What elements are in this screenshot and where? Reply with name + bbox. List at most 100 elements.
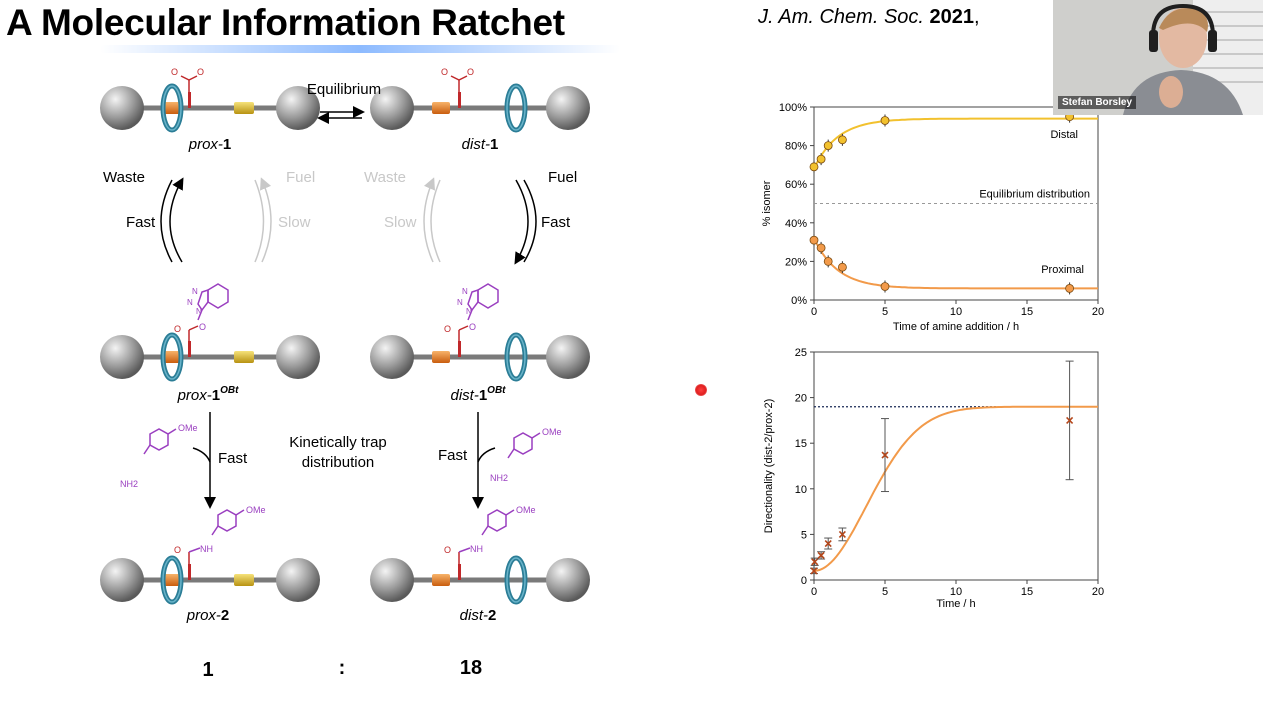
data-point-proximal: [838, 262, 847, 272]
right-amine-reagent: OMe NH2: [490, 427, 562, 483]
kinetic-trap-line1: Kinetically trap: [289, 434, 387, 451]
y-tick-label: 80%: [785, 141, 807, 153]
svg-text:N: N: [466, 307, 472, 316]
data-point-distal: [816, 154, 826, 164]
y-tick-label: 40%: [785, 218, 807, 230]
right-down-arrow: [514, 179, 529, 265]
svg-text:O: O: [174, 545, 181, 555]
svg-text:N: N: [457, 298, 463, 307]
gray-left-arrow-down: [254, 179, 265, 263]
carboxylate-right: O O: [441, 67, 474, 92]
y-tick-label: 10: [795, 484, 807, 496]
left-down-arrow: [160, 179, 173, 263]
data-point: [810, 567, 818, 575]
y-tick-label: 0%: [791, 295, 807, 307]
fit-curve-proximal: [813, 237, 1098, 290]
svg-text:OMe: OMe: [246, 505, 266, 515]
data-point-proximal: [809, 235, 819, 245]
fit-curve-distal: [813, 117, 1098, 170]
dist-2-molecule: [370, 558, 590, 602]
equilibrium-distribution-label: Equilibrium distribution: [979, 189, 1090, 201]
gray-left-arrow-up: [260, 177, 272, 263]
journal-reference: J. Am. Chem. Soc. 2021,: [758, 6, 980, 29]
gray-right-arrow-up: [423, 177, 435, 263]
directionality-chart-xlabel: Time / h: [936, 598, 975, 610]
x-tick-label: 15: [1021, 586, 1033, 598]
svg-text:O: O: [469, 322, 476, 332]
gray-waste-label: Waste: [364, 169, 406, 186]
svg-text:O: O: [197, 67, 204, 77]
isomer-chart-xlabel: Time of amine addition / h: [893, 321, 1019, 333]
x-tick-label: 0: [811, 586, 817, 598]
svg-text:O: O: [467, 67, 474, 77]
ratio-left: 1: [202, 659, 213, 681]
y-tick-label: 15: [795, 438, 807, 450]
svg-text:OMe: OMe: [178, 423, 198, 433]
x-tick-label: 15: [1021, 306, 1033, 318]
gray-fuel-label: Fuel: [286, 169, 315, 186]
left-up-arrow: [169, 177, 184, 263]
x-tick-label: 5: [882, 586, 888, 598]
directionality-chart-points: [810, 360, 1074, 575]
carboxylate-left: O O: [171, 67, 204, 92]
isomer-chart-points: [809, 110, 1075, 295]
svg-text:OMe: OMe: [516, 505, 536, 515]
x-tick-label: 0: [811, 306, 817, 318]
journal-name: J. Am. Chem. Soc.: [758, 6, 924, 28]
directionality-chart-ticks: 0 5 10 15 20 0 5 10 15 20 25: [795, 347, 1104, 598]
left-bottom-fast-label: Fast: [218, 450, 248, 467]
obt-group-left: O O N N N: [174, 283, 229, 341]
y-tick-label: 25: [795, 347, 807, 359]
y-tick-label: 0: [801, 575, 807, 587]
svg-text:OMe: OMe: [542, 427, 562, 437]
data-point-proximal: [823, 256, 833, 266]
gray-right-arrow-down: [430, 179, 441, 263]
data-point: [881, 451, 889, 459]
reaction-scheme: O O O O Equilibrium prox-1 dist-1 Waste …: [0, 67, 700, 681]
svg-text:O: O: [174, 324, 181, 334]
equilibrium-label: Equilibrium: [307, 81, 381, 98]
prox-1-label: prox-1: [188, 136, 232, 153]
x-tick-label: 20: [1092, 586, 1104, 598]
prox-1-obt-label: prox-1OBt: [177, 385, 240, 404]
svg-text:NH2: NH2: [490, 473, 508, 483]
prox-1-molecule: [100, 86, 320, 130]
title-underline: [100, 45, 620, 53]
prox-1-obt-molecule: [100, 335, 320, 379]
amide-group-left: O NH OMe: [174, 505, 266, 564]
x-tick-label: 10: [950, 306, 962, 318]
directionality-chart: 0 5 10 15 20 0 5 10 15 20 25 Time / h Directionali…: [763, 347, 1104, 610]
webcam-scene: [1053, 0, 1263, 115]
svg-text:N: N: [196, 307, 202, 316]
obt-group-right: O O N N N: [444, 283, 499, 341]
prox-2-molecule: [100, 558, 320, 602]
svg-text:O: O: [171, 67, 178, 77]
svg-text:NH2: NH2: [120, 479, 138, 489]
y-tick-label: 20: [795, 393, 807, 405]
amide-group-right: O NH OMe: [444, 505, 536, 564]
directionality-chart-axes: [813, 351, 1099, 581]
left-amine-reagent: OMe NH2: [120, 423, 198, 489]
data-point: [817, 551, 825, 559]
data-point-distal: [809, 162, 819, 172]
right-fuel-label: Fuel: [548, 169, 577, 186]
directionality-fit-curve: [813, 405, 1098, 572]
ratio-colon: :: [339, 657, 346, 679]
svg-text:N: N: [187, 298, 193, 307]
x-tick-label: 5: [882, 306, 888, 318]
dist-2-label: dist-2: [460, 607, 497, 624]
left-waste-label: Waste: [103, 169, 145, 186]
left-fast-label: Fast: [126, 214, 156, 231]
y-tick-label: 5: [801, 529, 807, 541]
webcam-participant-name: Stefan Borsley: [1058, 96, 1137, 109]
data-point: [1066, 416, 1074, 424]
svg-text:O: O: [441, 67, 448, 77]
svg-text:N: N: [462, 287, 468, 296]
x-tick-label: 20: [1092, 306, 1104, 318]
data-point-distal: [880, 116, 890, 125]
plot-frame: [813, 351, 1099, 581]
isomer-chart-ylabel: % isomer: [761, 180, 773, 226]
data-point-proximal: [1065, 284, 1075, 293]
data-point-proximal: [816, 243, 826, 253]
journal-suffix: ,: [974, 6, 980, 28]
